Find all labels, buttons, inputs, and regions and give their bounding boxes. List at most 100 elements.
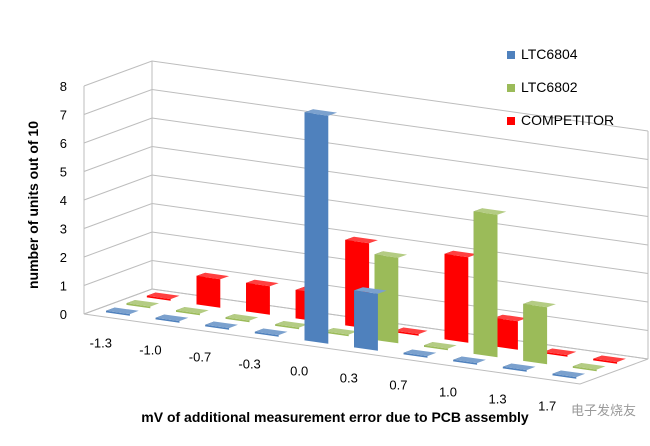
bar-ltc6802--0.3 — [275, 321, 308, 330]
bar-ltc6802-0.0 — [324, 328, 358, 337]
legend-swatch-ltc6802 — [507, 84, 515, 92]
bar-ltc6804-1.7 — [552, 370, 586, 379]
y-tick-label: 6 — [60, 136, 67, 151]
bar-front-face — [473, 211, 498, 358]
x-tick-label: -1.0 — [139, 343, 161, 358]
bar-front-face — [502, 366, 527, 372]
bar-top-face — [552, 370, 586, 378]
bar-competitor-1.7 — [593, 355, 626, 364]
bar-front-face — [403, 352, 428, 358]
bar-top-face — [502, 363, 536, 371]
bar-front-face — [453, 359, 478, 365]
bar-ltc6804--0.7 — [205, 321, 238, 330]
bar-front-face — [424, 345, 448, 351]
chart-gridlines — [83, 60, 649, 385]
legend-label-competitor: COMPETITOR — [521, 112, 614, 128]
y-tick-label: 1 — [60, 279, 67, 294]
bar-top-face — [225, 314, 259, 321]
bar-top-face — [205, 321, 238, 329]
legend-swatch-competitor — [507, 117, 515, 125]
bar-front-face — [523, 303, 548, 365]
bar-ltc6802--1.0 — [176, 307, 209, 316]
bar-front-face — [324, 331, 349, 337]
bar-top-face — [304, 109, 338, 116]
y-tick-label: 4 — [60, 193, 67, 208]
legend: LTC6804 LTC6802 COMPETITOR — [507, 46, 614, 128]
bar-front-face — [354, 290, 378, 351]
bar-top-face — [424, 342, 457, 349]
y-axis-label: number of units out of 10 — [25, 121, 41, 289]
bar-front-face — [494, 317, 518, 350]
bar-top-face — [254, 328, 288, 336]
bar-top-face — [473, 208, 507, 215]
y-tick-label: 7 — [60, 108, 67, 123]
bar-top-face — [494, 314, 527, 322]
bar-ltc6804--1.0 — [155, 314, 189, 323]
y-tick-label: 3 — [60, 222, 67, 237]
watermark-text: 电子发烧友 — [571, 403, 636, 418]
x-tick-label: 1.3 — [489, 392, 507, 407]
bar-front-face — [304, 112, 329, 344]
bar-ltc6802--1.3 — [126, 300, 160, 309]
y-tick-label: 5 — [60, 165, 67, 180]
bar-top-face — [126, 300, 160, 307]
legend-swatch-ltc6804 — [507, 51, 515, 59]
bar-ltc6804-0.3 — [354, 287, 387, 351]
bar-front-face — [246, 282, 270, 315]
x-tick-label: 0.3 — [340, 371, 358, 386]
bar-ltc6804--0.3 — [254, 328, 288, 337]
x-tick-label: 0.0 — [290, 364, 308, 379]
x-tick-label: -0.3 — [238, 357, 260, 372]
bar-front-face — [572, 366, 597, 372]
bar-front-face — [444, 253, 469, 343]
bar-front-face — [176, 310, 200, 316]
bar-competitor-0.7 — [444, 250, 478, 343]
bar-ltc6804--1.3 — [106, 307, 139, 316]
chart-bars — [106, 109, 626, 379]
bar-ltc6802-1.3 — [523, 300, 556, 365]
bar-top-face — [444, 250, 478, 258]
bar-front-face — [146, 295, 171, 301]
bar-top-face — [403, 349, 437, 357]
bar-top-face — [345, 236, 378, 244]
bar-competitor-1.3 — [543, 348, 577, 357]
bar-ltc6802-1.0 — [473, 208, 507, 358]
legend-label-ltc6804: LTC6804 — [521, 46, 578, 62]
legend-label-ltc6802: LTC6802 — [521, 79, 578, 95]
bar-front-face — [275, 324, 300, 330]
bar-top-face — [106, 307, 139, 315]
bar-front-face — [543, 351, 568, 357]
y-tick-label: 8 — [60, 79, 67, 94]
x-axis-label: mV of additional measurement error due t… — [141, 409, 529, 425]
bar-top-face — [543, 348, 577, 356]
bar-front-face — [254, 331, 279, 337]
x-tick-label: -1.3 — [90, 336, 112, 351]
bar-top-face — [155, 314, 189, 322]
y-tick-label: 2 — [60, 250, 67, 265]
y-tick-label: 0 — [60, 307, 67, 322]
bar-top-face — [196, 272, 230, 280]
bar-ltc6804-0.0 — [304, 109, 338, 344]
bar-ltc6804-0.7 — [403, 349, 437, 358]
bar-ltc6804-1.0 — [453, 356, 486, 365]
bar-front-face — [196, 275, 221, 308]
bar-competitor--1.3 — [146, 292, 180, 301]
bar-ltc6802--0.7 — [225, 314, 259, 323]
bar-front-face — [126, 303, 151, 309]
bar-front-face — [106, 310, 130, 316]
bar-front-face — [374, 254, 399, 344]
bar-top-face — [354, 287, 387, 294]
bar-top-face — [324, 328, 358, 335]
bar-competitor-0.3 — [394, 327, 428, 336]
bar-ltc6802-1.7 — [572, 363, 606, 372]
bar-top-face — [146, 292, 180, 300]
bar-top-face — [593, 355, 626, 363]
y-tick-labels: 0 1 2 3 4 5 6 7 8 — [60, 79, 67, 322]
bar-ltc6804-1.3 — [502, 363, 536, 372]
bar-top-face — [374, 251, 408, 258]
x-tick-labels: -1.3 -1.0 -0.7 -0.3 0.0 0.3 0.7 1.0 1.3 1.7 — [90, 336, 557, 414]
bar-competitor-1.0 — [494, 314, 527, 350]
bar-front-face — [552, 373, 577, 379]
x-tick-label: 1.0 — [439, 385, 457, 400]
bar-front-face — [593, 358, 618, 364]
